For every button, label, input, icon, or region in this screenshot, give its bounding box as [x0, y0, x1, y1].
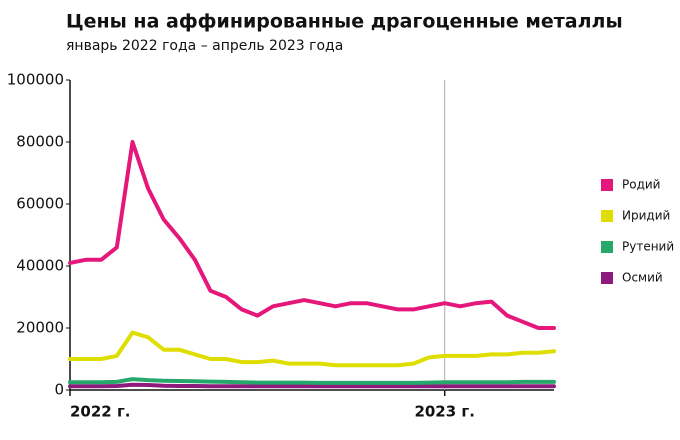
- legend-swatch: [601, 241, 613, 253]
- y-tick-label: 0: [54, 381, 64, 399]
- y-tick-label: 20000: [16, 319, 64, 337]
- y-tick-label: 80000: [16, 133, 64, 151]
- legend-label: Родий: [622, 178, 660, 192]
- legend-label: Рутений: [622, 240, 674, 254]
- x-tick-label: 2022 г.: [70, 403, 131, 421]
- legend-label: Иридий: [622, 209, 670, 223]
- series-line: [68, 377, 556, 385]
- chart-title: Цены на аффинированные драгоценные метал…: [66, 11, 623, 33]
- chart-subtitle: январь 2022 года – апрель 2023 года: [66, 38, 343, 54]
- legend-swatch: [601, 272, 613, 284]
- y-tick-label: 40000: [16, 257, 64, 275]
- legend-swatch: [601, 179, 613, 191]
- series-line: [68, 382, 556, 389]
- y-tick-label: 100000: [7, 71, 64, 89]
- series-line: [68, 140, 556, 330]
- y-tick-label: 60000: [16, 195, 64, 213]
- legend-swatch: [601, 210, 613, 222]
- legend-label: Осмий: [622, 271, 663, 285]
- x-tick-label: 2023 г.: [414, 403, 475, 421]
- series-line: [68, 330, 556, 368]
